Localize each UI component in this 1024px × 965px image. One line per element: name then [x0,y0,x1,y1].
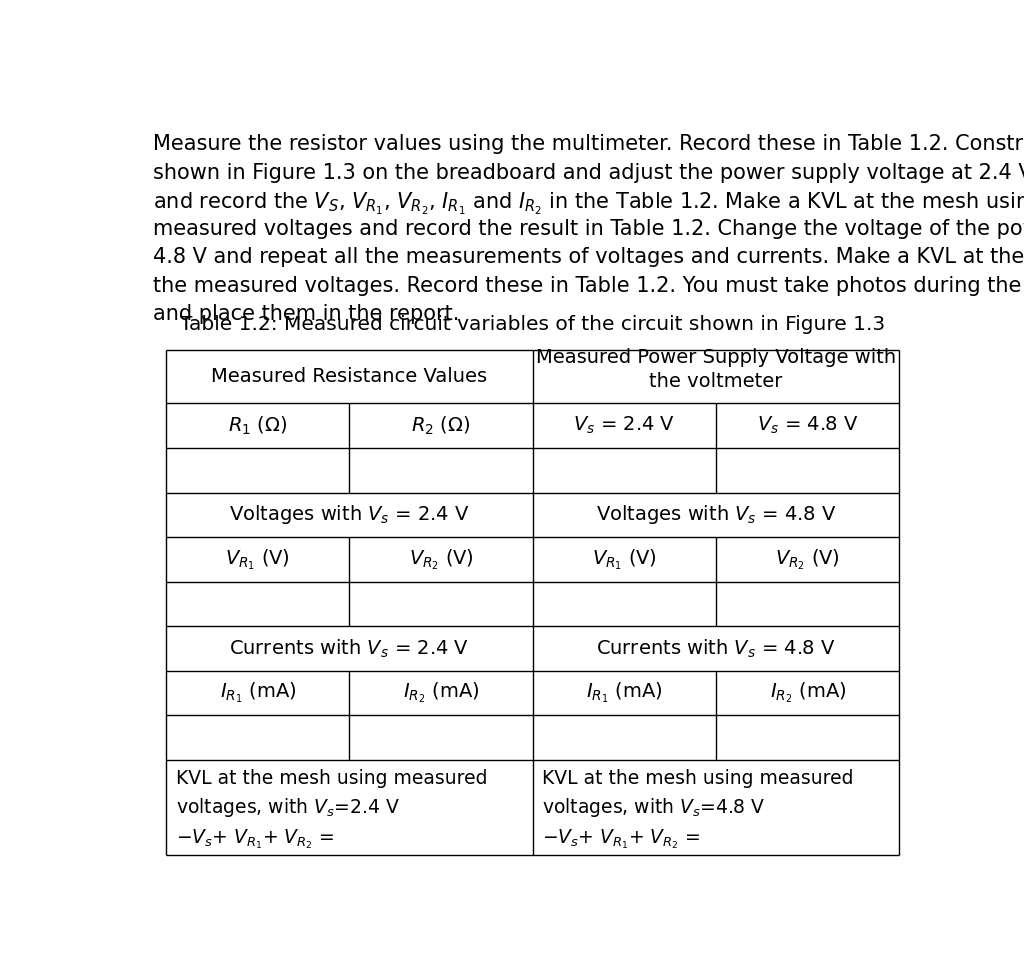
Text: Measured Resistance Values: Measured Resistance Values [211,367,487,386]
Text: KVL at the mesh using measured
voltages, with $V_s$=2.4 V
$-V_s$+ $V_{R_1}$+ $V_: KVL at the mesh using measured voltages,… [176,769,487,851]
Text: $V_s$ = 2.4 V: $V_s$ = 2.4 V [573,415,676,436]
Text: $V_{R_1}$ (V): $V_{R_1}$ (V) [225,547,290,571]
Text: Currents with $V_s$ = 2.4 V: Currents with $V_s$ = 2.4 V [229,638,469,660]
Text: and place them in the report.: and place them in the report. [154,304,460,324]
Text: $V_s$ = 4.8 V: $V_s$ = 4.8 V [757,415,858,436]
Text: Currents with $V_s$ = 4.8 V: Currents with $V_s$ = 4.8 V [596,638,836,660]
Text: Voltages with $V_s$ = 4.8 V: Voltages with $V_s$ = 4.8 V [596,504,837,526]
Text: $R_2$ ($\Omega$): $R_2$ ($\Omega$) [412,415,471,437]
Text: $I_{R_2}$ (mA): $I_{R_2}$ (mA) [770,681,846,705]
Text: $I_{R_1}$ (mA): $I_{R_1}$ (mA) [586,681,663,705]
Text: 4.8 V and repeat all the measurements of voltages and currents. Make a KVL at th: 4.8 V and repeat all the measurements of… [154,247,1024,267]
Text: KVL at the mesh using measured
voltages, with $V_s$=4.8 V
$-V_s$+ $V_{R_1}$+ $V_: KVL at the mesh using measured voltages,… [543,769,854,851]
Text: $V_{R_2}$ (V): $V_{R_2}$ (V) [409,547,473,571]
Text: $V_{R_2}$ (V): $V_{R_2}$ (V) [775,547,841,571]
Text: and record the $V_S$, $V_{R_1}$, $V_{R_2}$, $I_{R_1}$ and $I_{R_2}$ in the Table: and record the $V_S$, $V_{R_1}$, $V_{R_2… [154,191,1024,217]
Text: $R_1$ ($\Omega$): $R_1$ ($\Omega$) [228,415,288,437]
Text: measured voltages and record the result in Table 1.2. Change the voltage of the : measured voltages and record the result … [154,219,1024,239]
Text: $I_{R_1}$ (mA): $I_{R_1}$ (mA) [219,681,296,705]
Text: the measured voltages. Record these in Table 1.2. You must take photos during th: the measured voltages. Record these in T… [154,276,1024,295]
Text: $I_{R_2}$ (mA): $I_{R_2}$ (mA) [402,681,479,705]
Text: shown in Figure 1.3 on the breadboard and adjust the power supply voltage at 2.4: shown in Figure 1.3 on the breadboard an… [154,163,1024,182]
Text: Measured Power Supply Voltage with
the voltmeter: Measured Power Supply Voltage with the v… [536,347,896,391]
Text: Measure the resistor values using the multimeter. Record these in Table 1.2. Con: Measure the resistor values using the mu… [154,134,1024,154]
Text: Table 1.2: Measured circuit variables of the circuit shown in Figure 1.3: Table 1.2: Measured circuit variables of… [180,315,886,334]
Text: $V_{R_1}$ (V): $V_{R_1}$ (V) [592,547,656,571]
Text: Voltages with $V_s$ = 2.4 V: Voltages with $V_s$ = 2.4 V [229,504,470,526]
